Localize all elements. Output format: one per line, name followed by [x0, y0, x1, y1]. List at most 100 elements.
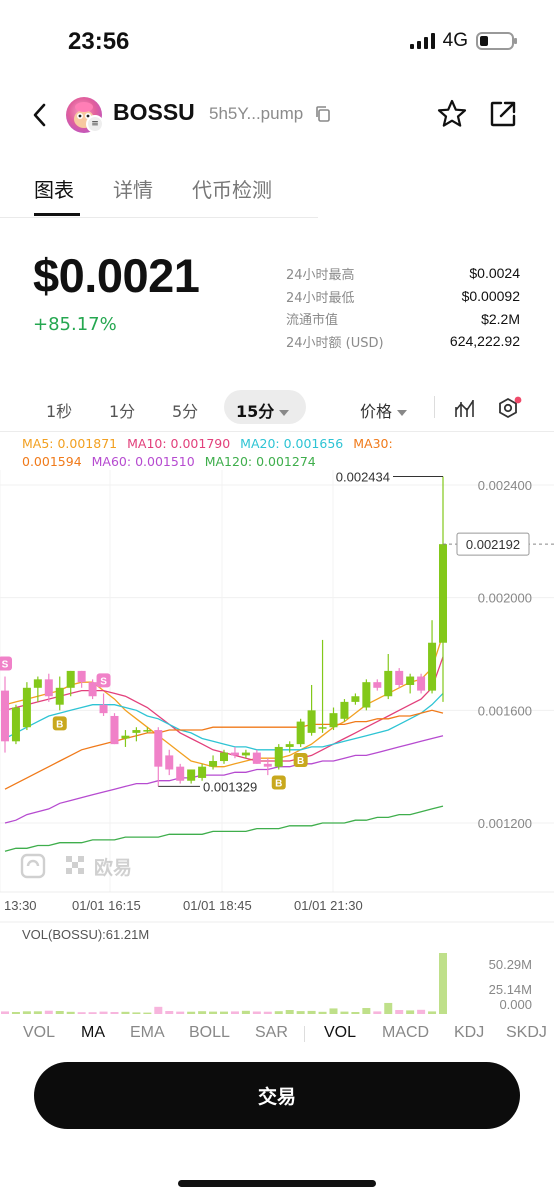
indicator-tab-ma[interactable]: MA [81, 1024, 105, 1041]
stat-label: 流通市值 [286, 313, 339, 329]
copy-icon[interactable] [314, 105, 332, 123]
share-icon[interactable] [488, 99, 518, 129]
candle [176, 766, 185, 781]
network-label: 4G [442, 30, 468, 51]
stat-label: 24小时最高 [286, 267, 355, 283]
y-tick-label: 0.002000 [478, 591, 532, 606]
indicator-tab-kdj[interactable]: KDJ [454, 1024, 485, 1041]
candle [11, 707, 20, 742]
status-icons: 4G [409, 30, 517, 52]
candle [417, 676, 426, 691]
back-arrow-icon[interactable] [28, 100, 52, 130]
indicator-tab-ema[interactable]: EMA [130, 1024, 165, 1041]
interval-1s[interactable]: 1秒 [46, 402, 73, 421]
status-time: 23:56 [68, 28, 130, 55]
trade-button[interactable]: 交易 [34, 1062, 520, 1129]
interval-1m[interactable]: 1分 [109, 402, 136, 421]
volume-bar [77, 1012, 86, 1014]
ma5-line [4, 634, 444, 768]
indicator-tab-skdj[interactable]: SKDJ [506, 1024, 547, 1041]
candle [406, 676, 415, 685]
indicator-tab-bar: VOL MA EMA BOLL SAR VOL MACD KDJ SKDJ [0, 1024, 554, 1044]
ma120-line [4, 805, 444, 852]
ma30-value: 0.001594 [22, 454, 82, 469]
indicator-tab-macd[interactable]: MACD [382, 1024, 430, 1041]
x-tick-label: 01/01 16:15 [72, 898, 141, 913]
candle [384, 670, 393, 697]
current-price-tag [456, 532, 530, 556]
ma20-value: MA20: 0.001656 [240, 436, 344, 451]
candle [154, 730, 163, 767]
volume-bar [307, 1010, 316, 1014]
candle [110, 715, 119, 745]
divider [304, 1026, 305, 1042]
volume-bar [33, 1011, 42, 1014]
volume-bar [340, 1011, 349, 1014]
ma-legend-row-1: MA5: 0.001871 MA10: 0.001790 MA20: 0.001… [22, 436, 399, 451]
ma-lines [4, 634, 444, 852]
tab-token-check[interactable]: 代币检测 [192, 178, 272, 202]
interval-selected-label: 15分 [236, 402, 275, 421]
interval-selected[interactable]: 15分 [236, 398, 290, 422]
stats-panel: 24小时最高 $0.0024 24小时最低 $0.00092 流通市值 $2.2M 2… [286, 262, 520, 353]
ma60-line [4, 735, 444, 824]
stat-row: 24小时最高 $0.0024 [286, 262, 520, 285]
indicator-tab-vol-sub[interactable]: VOL [324, 1024, 357, 1041]
stat-label: 24小时最低 [286, 290, 355, 306]
trade-markers: S B S B B [0, 656, 308, 790]
stat-row: 24小时最低 $0.00092 [286, 285, 520, 308]
candle [121, 735, 130, 739]
indicator-tab-boll[interactable]: BOLL [189, 1024, 230, 1041]
candle [439, 544, 447, 643]
interval-selected-pill[interactable] [224, 390, 306, 424]
candle [22, 687, 31, 728]
indicator-tab-sar[interactable]: SAR [255, 1024, 288, 1041]
volume-bar [154, 1006, 163, 1014]
x-tick-label: 01/01 18:45 [183, 898, 252, 913]
volume-bar [132, 1012, 141, 1014]
buy-marker [52, 716, 67, 731]
volume-bar [198, 1011, 207, 1014]
candle [209, 761, 218, 767]
settings-icon[interactable] [496, 396, 522, 422]
low-label: 0.001329 [203, 779, 257, 794]
volume-bar [296, 1011, 305, 1014]
interval-bar: 1秒 1分 5分 15分 价格 [0, 390, 554, 426]
volume-bar [165, 1011, 174, 1014]
divider [0, 431, 554, 432]
interval-5m[interactable]: 5分 [172, 402, 199, 421]
volume-y-tick: 0.000 [499, 997, 532, 1012]
favorite-star-icon[interactable] [436, 98, 468, 130]
volume-bar [55, 1011, 64, 1014]
volume-bar [417, 1009, 426, 1014]
y-tick-label: 0.001200 [478, 816, 532, 831]
candle [132, 730, 141, 733]
candlestick-chart[interactable]: 0.002400 0.002000 0.001600 0.001200 13:30 01/… [0, 470, 554, 920]
ma30-line [4, 709, 444, 790]
y-tick-label: 0.002400 [478, 478, 532, 493]
ma10-value: MA10: 0.001790 [127, 436, 231, 451]
tab-chart[interactable]: 图表 [34, 178, 74, 202]
signal-icon [409, 33, 435, 49]
buy-marker [293, 752, 308, 767]
candle [373, 682, 382, 688]
candle [263, 763, 272, 767]
price-mode-select[interactable]: 价格 [360, 398, 408, 422]
volume-bar [373, 1011, 382, 1014]
tab-details[interactable]: 详情 [113, 178, 153, 202]
candle [362, 682, 371, 708]
indicator-tab-vol[interactable]: VOL [23, 1024, 56, 1041]
marker-label: B [275, 778, 282, 789]
stat-value: $0.0024 [469, 265, 520, 282]
candle [428, 642, 437, 691]
candle [274, 746, 283, 767]
chevron-down-icon [279, 409, 290, 416]
volume-y-tick: 50.29M [489, 957, 532, 972]
ma120-value: MA120: 0.001274 [204, 454, 316, 469]
stat-row: 24小时额 (USD) 624,222.92 [286, 330, 520, 353]
current-price-label: 0.002192 [466, 537, 520, 552]
indicator-icon[interactable] [453, 396, 477, 420]
ma60-value: MA60: 0.001510 [91, 454, 195, 469]
y-tick-label: 0.001600 [478, 703, 532, 718]
